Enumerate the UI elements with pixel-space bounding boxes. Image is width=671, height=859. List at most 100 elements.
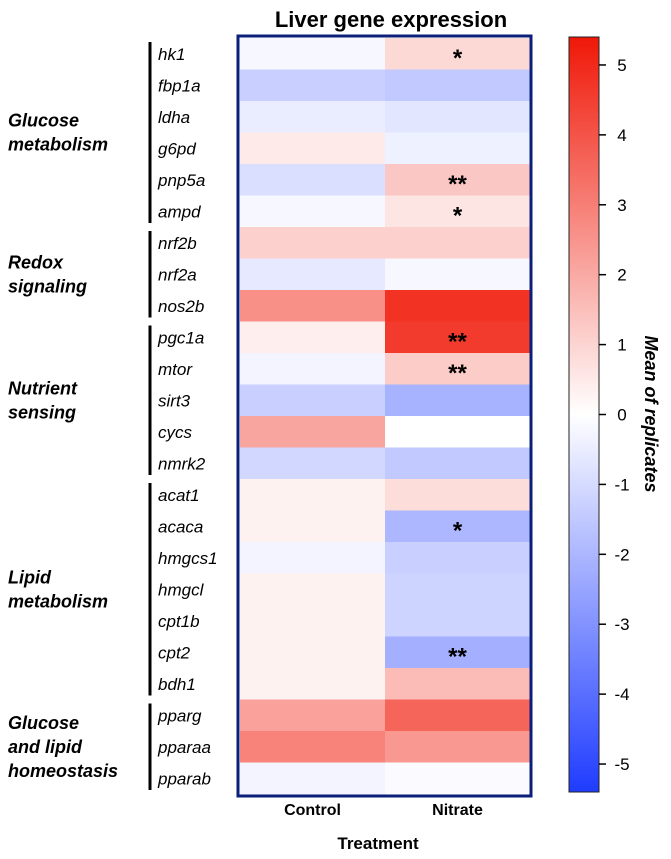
heatmap-cell [240,479,386,511]
group-label: sensing [8,402,76,422]
heatmap-cell [385,668,531,700]
gene-label: sirt3 [158,391,191,410]
gene-label: pparg [157,706,202,725]
group-label: Lipid [8,567,52,587]
group-labels: Glucose metabolism Redox signaling Nutrient s… [8,111,118,781]
colorbar-tick-label: 4 [617,126,626,145]
heatmap-cell [240,447,386,480]
heatmap-cell [240,38,386,70]
colorbar-tick-label: 3 [617,196,626,215]
heatmap-cell [240,258,386,291]
heatmap-cell [240,605,386,637]
heatmap-cell [385,636,531,669]
gene-label: cpt2 [158,643,191,662]
group-label: Glucose [8,111,79,131]
x-tick-labels: Control Nitrate [284,802,483,819]
gene-label: hmgcs1 [158,549,218,568]
heatmap-cell [240,668,386,700]
heatmap-cell [385,605,531,637]
x-tick-label: Nitrate [432,802,483,819]
heatmap-cells [240,38,531,795]
gene-label: acaca [158,517,203,536]
heatmap-cell [240,542,386,574]
group-label: signaling [8,276,87,296]
heatmap-cell [385,542,531,574]
group-label: and lipid [8,737,83,757]
heatmap-cell [240,636,386,669]
gene-label: nmrk2 [158,454,206,473]
x-tick-label: Control [284,802,341,819]
heatmap-cell [385,69,531,102]
gene-label: pparaa [157,738,211,757]
heatmap-cell [385,164,531,196]
significance-mark: * [453,517,463,544]
gene-label: pnp5a [157,171,205,190]
colorbar-tick-label: 5 [617,56,626,75]
heatmap-cell [240,762,386,795]
gene-label: acat1 [158,486,200,505]
colorbar-tick-label: 1 [617,336,626,355]
gene-label: pgc1a [157,328,204,347]
gene-label: nrf2a [158,265,197,284]
heatmap-cell [385,762,531,795]
gene-labels: hk1 fbp1a ldha g6pd pnp5a ampd nrf2b nrf2a nos2b… [157,45,218,789]
heatmap-cell [385,101,531,133]
heatmap-cell [240,573,386,606]
x-axis-label: Treatment [337,834,419,853]
heatmap-cell [240,164,386,196]
gene-label: mtor [158,360,193,379]
heatmap-cell [385,384,531,417]
heatmap-cell [240,699,386,732]
heatmap-cell [385,227,531,259]
gene-label: ldha [158,108,190,127]
heatmap-cell [385,195,531,228]
heatmap-cell [240,290,386,322]
group-label: Redox [8,252,64,272]
significance-marks: *********** [448,45,467,671]
heatmap-cell [240,101,386,133]
heatmap-cell [385,510,531,543]
gene-label: cycs [158,423,193,442]
heatmap-cell [385,132,531,165]
heatmap-frame [236,34,533,798]
gene-label: hk1 [158,45,185,64]
group-label: metabolism [8,591,108,611]
group-label: metabolism [8,135,108,155]
heatmap-cell [385,699,531,732]
significance-mark: ** [448,171,467,198]
heatmap-cell [385,447,531,480]
gene-label: pparab [157,769,211,788]
heatmap-cell [240,353,386,385]
colorbar-tick-label: -1 [614,475,629,494]
group-label: homeostasis [8,761,118,781]
heatmap-cell [385,731,531,763]
colorbar-tick-label: -4 [614,685,629,704]
gene-label: nos2b [158,297,204,316]
significance-mark: ** [448,328,467,355]
gene-label: g6pd [158,139,196,158]
heatmap-cell [240,510,386,543]
heatmap-cell [385,573,531,606]
colorbar-ticks: 5 4 3 2 1 0 -1 -2 -3 -4 -5 [599,56,630,774]
heatmap-cell [385,416,531,448]
heatmap-cell [385,353,531,385]
gene-label: ampd [158,202,201,221]
heatmap-cell [240,227,386,259]
heatmap-cell [385,38,531,70]
colorbar-label: Mean of replicates [641,335,661,492]
heatmap-cell [385,258,531,291]
gene-label: fbp1a [158,76,201,95]
colorbar-tick-label: 2 [617,266,626,285]
colorbar-tick-label: -3 [614,615,629,634]
significance-mark: * [453,45,463,72]
significance-mark: ** [448,360,467,387]
gene-label: cpt1b [158,612,200,631]
gene-label: nrf2b [158,234,197,253]
gene-label: bdh1 [158,675,196,694]
gene-label: hmgcl [158,580,205,599]
colorbar-tick-label: 0 [617,406,626,425]
heatmap-cell [240,69,386,102]
heatmap-cell [240,132,386,165]
heatmap-cell [240,731,386,763]
